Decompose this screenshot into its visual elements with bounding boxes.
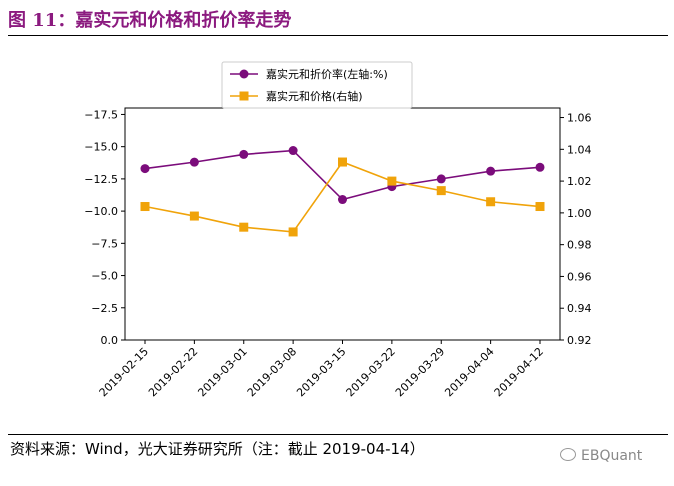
series-1-point xyxy=(239,149,249,159)
source-note: 资料来源：Wind，光大证券研究所（注：截止 2019-04-14） xyxy=(10,440,425,458)
left-tick-label: −12.5 xyxy=(84,173,118,186)
x-tick-label: 2019-03-22 xyxy=(344,345,398,399)
series-1-point xyxy=(436,174,446,184)
figure-title: 图 11：嘉实元和价格和折价率走势 xyxy=(8,10,292,31)
series-2-point xyxy=(535,202,545,212)
legend-label-1: 嘉实元和折价率(左轴:%) xyxy=(266,67,388,81)
x-tick-label: 2019-03-29 xyxy=(393,345,447,399)
left-tick-label: 0.0 xyxy=(101,334,119,347)
series-1-point xyxy=(338,195,347,205)
right-tick-label: 0.98 xyxy=(567,239,592,252)
series-2-point xyxy=(387,176,397,186)
series-2-point xyxy=(436,186,446,196)
x-tick-label: 2019-03-01 xyxy=(195,345,249,399)
legend-box xyxy=(221,61,413,109)
bottom-rule xyxy=(8,434,668,435)
left-tick-label: −2.5 xyxy=(91,302,118,315)
right-tick-label: 1.00 xyxy=(567,207,592,220)
series-2-point xyxy=(486,197,496,207)
x-tick-label: 2019-02-22 xyxy=(146,345,200,399)
right-tick-label: 1.04 xyxy=(567,143,592,156)
series-2-point xyxy=(338,157,347,167)
watermark-text: EBQuant xyxy=(581,448,643,464)
legend-label-2: 嘉实元和价格(右轴) xyxy=(266,89,363,103)
series-1-point xyxy=(486,166,496,176)
series-2-point xyxy=(239,222,249,232)
series-2-point xyxy=(189,211,199,221)
legend-marker-2 xyxy=(239,91,249,101)
right-tick-label: 0.92 xyxy=(567,334,592,347)
legend-marker-1 xyxy=(239,69,249,79)
series-1-point xyxy=(288,146,298,156)
top-rule xyxy=(8,35,668,36)
watermark: EBQuant xyxy=(560,448,642,464)
x-tick-label: 2019-04-12 xyxy=(492,345,546,399)
left-tick-label: −5.0 xyxy=(91,270,118,283)
right-tick-label: 1.06 xyxy=(567,112,592,125)
x-tick-label: 2019-02-15 xyxy=(97,345,151,399)
series-1-point xyxy=(189,157,199,167)
series-2-point xyxy=(288,227,298,237)
left-tick-label: −10.0 xyxy=(84,205,118,218)
right-tick-label: 1.02 xyxy=(567,175,592,188)
right-tick-label: 0.94 xyxy=(567,302,592,315)
wechat-icon xyxy=(560,448,576,461)
plot-frame xyxy=(124,107,561,341)
right-tick-label: 0.96 xyxy=(567,270,592,283)
left-tick-label: −7.5 xyxy=(91,237,118,250)
chart: 0.0 −2.5 −5.0 −7.5 −10.0 −12.5 −15.0 −17.5 0.92 0… xyxy=(84,61,592,399)
x-tick-label: 2019-04-04 xyxy=(442,345,496,399)
series-1-point xyxy=(140,164,150,174)
left-tick-label: −17.5 xyxy=(84,108,118,121)
left-tick-label: −15.0 xyxy=(84,141,118,154)
series-1-point xyxy=(535,162,545,172)
x-tick-label: 2019-03-08 xyxy=(245,345,299,399)
series-2-point xyxy=(140,202,150,212)
x-tick-label: 2019-03-15 xyxy=(294,345,348,399)
